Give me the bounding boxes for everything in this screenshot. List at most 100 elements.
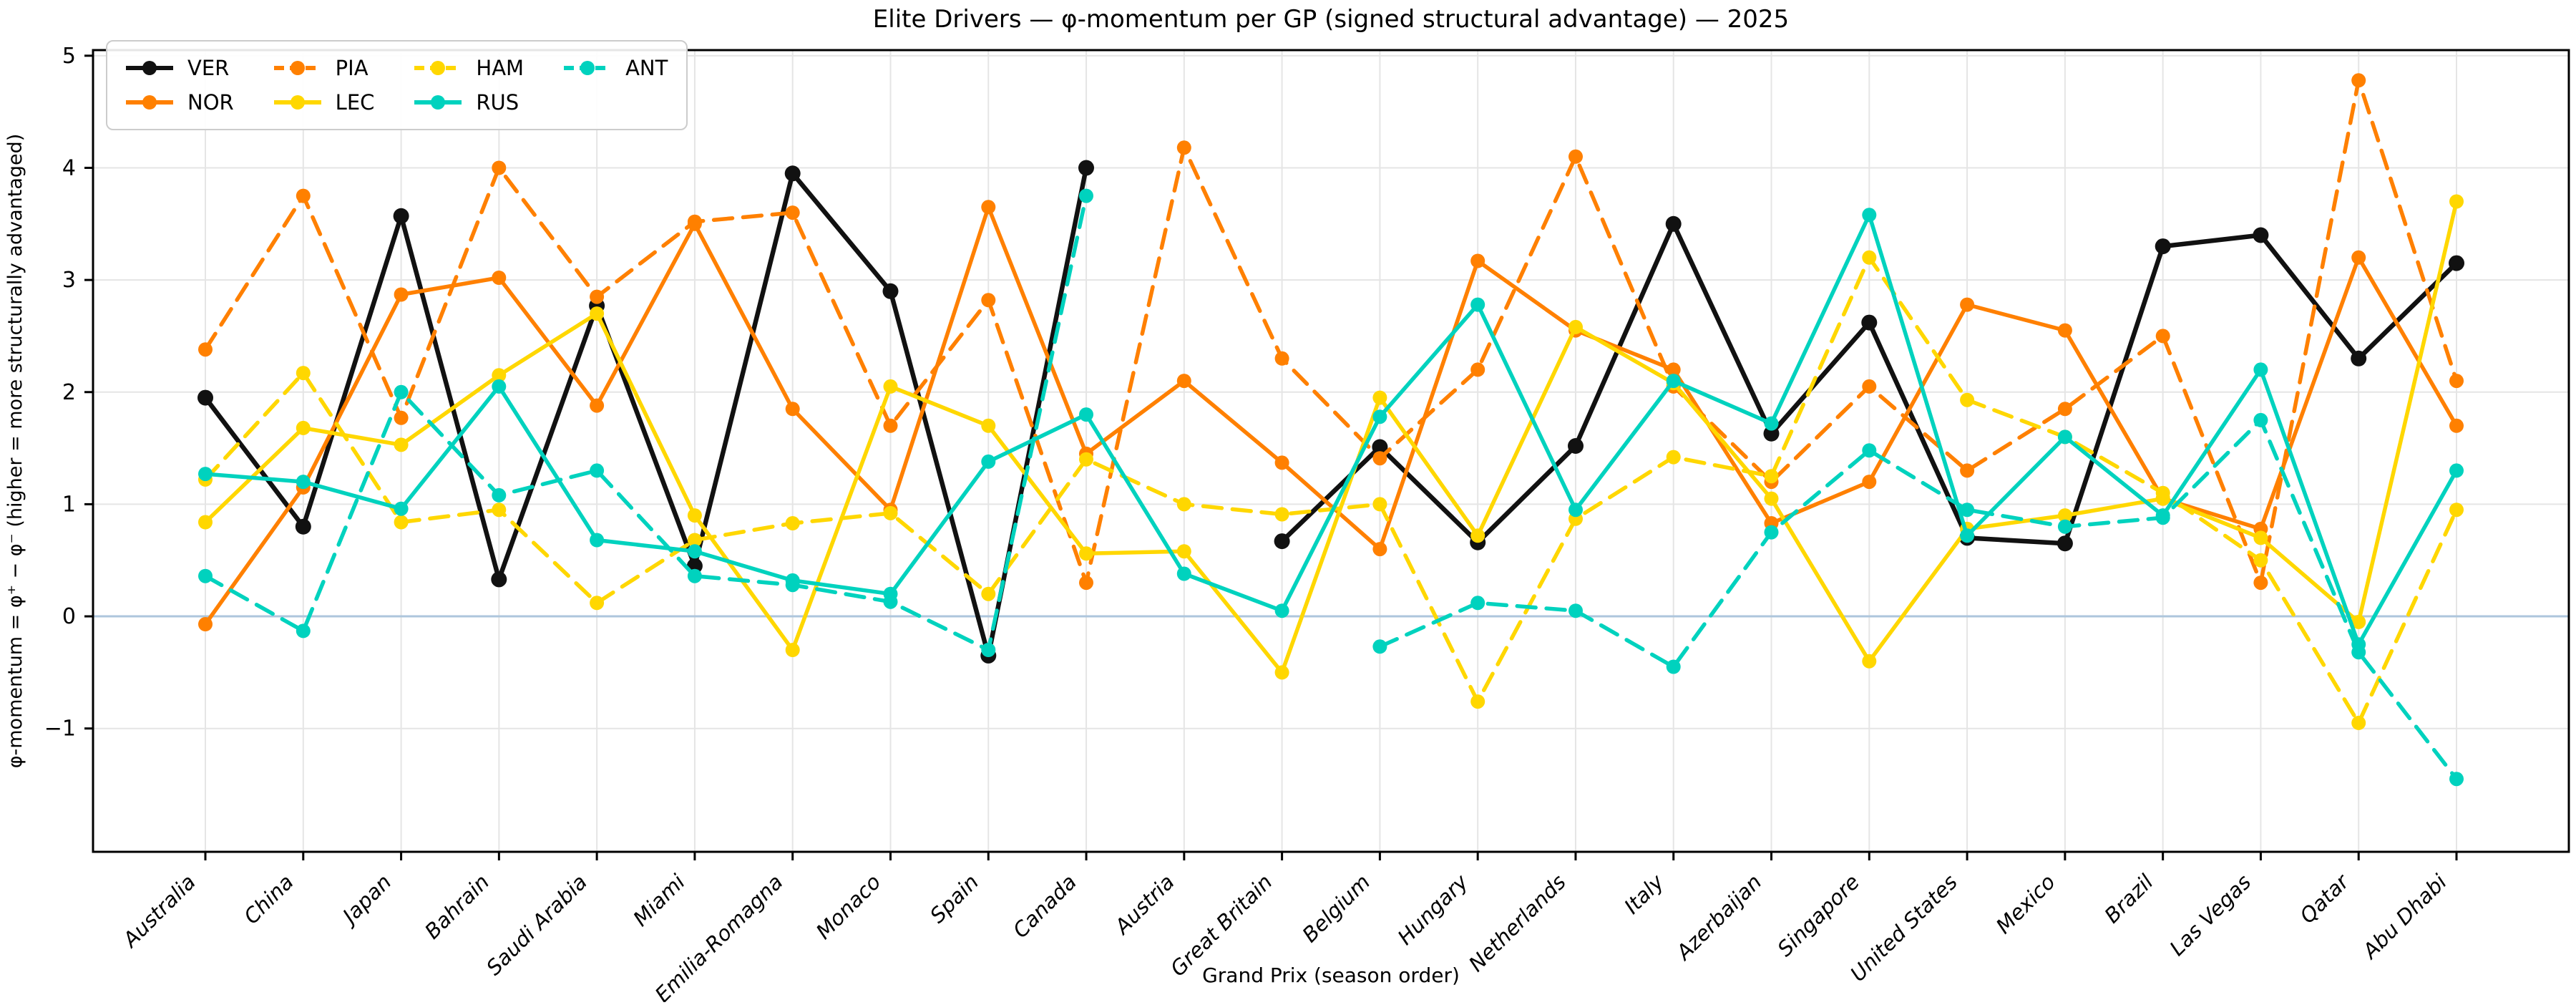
- series-marker-PIA: [1274, 351, 1289, 366]
- series-marker-VER: [1763, 425, 1780, 442]
- legend-item-RUS: RUS: [414, 90, 524, 115]
- series-marker-HAM: [1274, 507, 1289, 522]
- series-marker-RUS: [296, 475, 311, 490]
- series-marker-ANT: [785, 578, 800, 593]
- series-marker-RUS: [1176, 566, 1191, 581]
- series-marker-RUS: [1862, 208, 1877, 223]
- y-tick-label: 4: [62, 155, 76, 180]
- series-line-VER: [203, 165, 2459, 659]
- series-marker-NOR: [981, 200, 996, 215]
- series-marker-RUS: [1372, 409, 1387, 424]
- series-marker-LEC: [981, 418, 996, 433]
- series-marker-PIA: [394, 410, 409, 425]
- series-marker-ANT: [2449, 772, 2464, 787]
- legend-item-VER: VER: [126, 56, 234, 80]
- series-marker-ANT: [687, 568, 702, 583]
- series-marker-HAM: [296, 366, 311, 381]
- series-marker-ANT: [1568, 603, 1583, 618]
- series-marker-NOR: [1372, 542, 1387, 557]
- series-marker-HAM: [981, 586, 996, 601]
- series-marker-NOR: [198, 617, 213, 631]
- series-marker-HAM: [1666, 450, 1681, 465]
- series-marker-PIA: [883, 418, 898, 433]
- series-marker-PIA: [2449, 374, 2464, 389]
- series-marker-PIA: [2351, 73, 2366, 88]
- x-tick-label: Hungary: [1393, 869, 1473, 949]
- series-marker-LEC: [883, 379, 898, 394]
- series-marker-ANT: [1862, 443, 1877, 458]
- series-marker-RUS: [687, 544, 702, 559]
- series-marker-VER: [2057, 535, 2073, 552]
- legend-marker-RUS: [431, 95, 446, 110]
- legend-label-NOR: NOR: [187, 90, 234, 115]
- series-marker-PIA: [1960, 463, 1975, 478]
- x-tick-label: Australia: [117, 870, 200, 953]
- series-marker-HAM: [2155, 485, 2170, 500]
- legend-swatch-HAM: [414, 61, 462, 75]
- series-marker-LEC: [1862, 654, 1877, 669]
- series-marker-RUS: [1079, 407, 1093, 422]
- chart-title: Elite Drivers — φ-momentum per GP (signe…: [873, 5, 1789, 34]
- series-marker-VER: [1665, 215, 1682, 232]
- x-tick-label: Brazil: [2099, 870, 2157, 928]
- series-marker-HAM: [1372, 497, 1387, 512]
- series-marker-NOR: [394, 287, 409, 302]
- series-marker-ANT: [883, 594, 898, 609]
- series-marker-HAM: [2449, 502, 2464, 518]
- legend-label-PIA: PIA: [335, 56, 369, 80]
- series-marker-ANT: [1372, 639, 1387, 654]
- series-marker-NOR: [1176, 374, 1191, 389]
- series-marker-VER: [295, 518, 311, 535]
- series-marker-RUS: [2057, 429, 2072, 445]
- legend-item-HAM: HAM: [414, 56, 524, 80]
- series-marker-RUS: [1666, 374, 1681, 389]
- series-marker-PIA: [492, 160, 507, 175]
- x-tick-label: Miami: [628, 870, 690, 931]
- series-marker-RUS: [2449, 463, 2464, 478]
- legend-label-LEC: LEC: [335, 90, 375, 115]
- series-marker-HAM: [785, 516, 800, 530]
- series-line-LEC: [203, 199, 2459, 675]
- series-marker-LEC: [1470, 528, 1485, 543]
- y-tick-label: 2: [62, 380, 76, 405]
- legend-swatch-PIA: [273, 61, 321, 75]
- series-marker-RUS: [198, 467, 213, 482]
- series-marker-PIA: [2155, 329, 2170, 344]
- series-marker-ANT: [2155, 510, 2170, 525]
- series-marker-PIA: [590, 289, 605, 304]
- series-marker-LEC: [2057, 508, 2072, 523]
- x-tick-label: Bahrain: [420, 870, 494, 943]
- series-marker-RUS: [1274, 603, 1289, 618]
- legend-marker-ANT: [580, 61, 595, 75]
- series-marker-HAM: [1470, 694, 1485, 709]
- legend-label-VER: VER: [187, 56, 230, 80]
- series-marker-VER: [2155, 238, 2171, 255]
- series-marker-RUS: [2253, 362, 2268, 377]
- series-marker-HAM: [1960, 392, 1975, 407]
- series-marker-VER: [882, 283, 899, 299]
- series-marker-HAM: [1764, 469, 1779, 484]
- x-tick-label: Las Vegas: [2165, 870, 2255, 961]
- series-marker-PIA: [687, 214, 702, 229]
- series-marker-ANT: [2253, 412, 2268, 427]
- series-marker-ANT: [198, 568, 213, 583]
- legend-marker-VER: [142, 61, 157, 75]
- y-tick-label: 1: [62, 492, 76, 517]
- series-marker-HAM: [394, 515, 409, 530]
- x-axis-label: Grand Prix (season order): [1202, 963, 1460, 987]
- series-marker-ANT: [1470, 596, 1485, 611]
- series-marker-VER: [491, 571, 507, 588]
- legend-marker-NOR: [142, 95, 157, 110]
- x-tick-label: Canada: [1008, 870, 1081, 943]
- series-marker-RUS: [1960, 528, 1975, 543]
- x-tick-label: Netherlands: [1464, 870, 1571, 976]
- plot-area: −1 0 1 2 3 4 5 Australia China Japan BahrainSaudi …: [44, 44, 2570, 1005]
- series-marker-LEC: [296, 420, 311, 435]
- series-marker-HAM: [2351, 715, 2366, 730]
- y-tick-label: 5: [62, 44, 76, 69]
- legend-marker-PIA: [290, 61, 305, 75]
- series-marker-VER: [1274, 533, 1290, 550]
- legend-swatch-LEC: [273, 95, 321, 110]
- series-marker-VER: [2253, 227, 2269, 243]
- x-tick-label: Monaco: [811, 870, 886, 944]
